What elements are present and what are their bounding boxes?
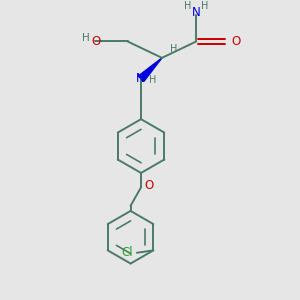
Text: H: H bbox=[201, 1, 208, 11]
Text: N: N bbox=[136, 72, 145, 85]
Text: H: H bbox=[82, 33, 90, 43]
Text: H: H bbox=[149, 75, 156, 85]
Text: O: O bbox=[231, 35, 240, 48]
Text: Cl: Cl bbox=[122, 246, 133, 259]
Text: H: H bbox=[184, 1, 192, 11]
Text: O: O bbox=[92, 35, 101, 48]
Text: O: O bbox=[145, 179, 154, 192]
Text: H: H bbox=[169, 44, 177, 55]
Text: N: N bbox=[192, 6, 201, 19]
Polygon shape bbox=[138, 58, 162, 82]
